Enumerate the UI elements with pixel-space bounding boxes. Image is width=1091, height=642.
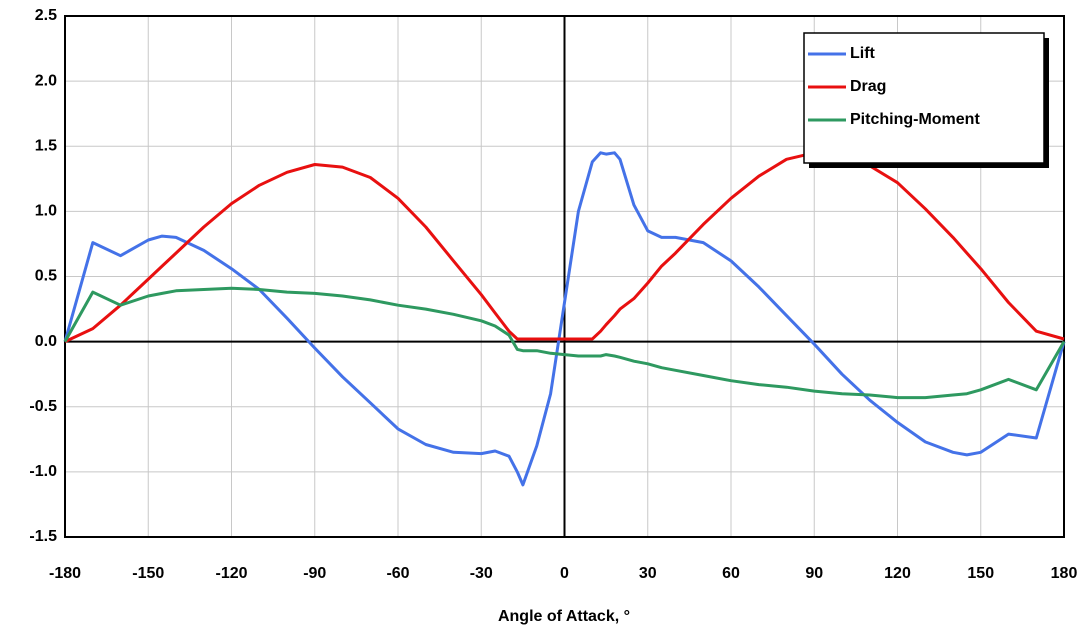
- legend-label: Pitching-Moment: [850, 111, 980, 128]
- x-tick-label: 0: [560, 565, 569, 582]
- plot-border: [64, 15, 1065, 538]
- y-tick-label: 2.5: [35, 7, 57, 24]
- y-tick-label: -1.5: [29, 528, 57, 545]
- x-tick-label: 30: [639, 565, 657, 582]
- y-tick-label: 0.0: [35, 333, 57, 350]
- x-tick-label: 150: [967, 565, 994, 582]
- x-tick-label: 120: [884, 565, 911, 582]
- y-tick-label: 2.0: [35, 72, 57, 89]
- y-tick-label: 1.0: [35, 203, 57, 220]
- x-tick-label: -60: [386, 565, 409, 582]
- x-tick-label: 60: [722, 565, 740, 582]
- x-tick-label: 180: [1051, 565, 1078, 582]
- legend-label: Drag: [850, 78, 886, 95]
- x-tick-label: -30: [470, 565, 493, 582]
- x-tick-label: -90: [303, 565, 326, 582]
- x-tick-label: -120: [215, 565, 247, 582]
- y-tick-label: 1.5: [35, 137, 57, 154]
- x-tick-label: -180: [49, 565, 81, 582]
- x-tick-label: 90: [805, 565, 823, 582]
- y-tick-label: -0.5: [29, 398, 57, 415]
- legend-label: Lift: [850, 45, 876, 62]
- y-tick-label: 0.5: [35, 268, 57, 285]
- y-tick-label: -1.0: [29, 463, 57, 480]
- series-line: [63, 286, 1066, 400]
- x-axis-title: Angle of Attack, °: [498, 608, 630, 625]
- x-tick-label: -150: [132, 565, 164, 582]
